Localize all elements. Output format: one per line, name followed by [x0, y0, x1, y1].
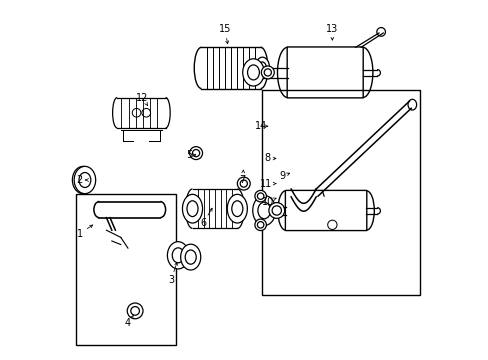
Ellipse shape [254, 190, 266, 202]
Ellipse shape [268, 203, 284, 219]
Ellipse shape [182, 194, 202, 223]
Text: 6: 6 [200, 218, 206, 228]
Ellipse shape [74, 166, 96, 194]
Ellipse shape [127, 303, 142, 319]
Text: 9: 9 [279, 171, 285, 181]
Text: 11: 11 [259, 179, 272, 189]
Ellipse shape [261, 66, 274, 79]
Ellipse shape [189, 147, 202, 159]
Text: 15: 15 [218, 24, 230, 35]
Ellipse shape [180, 244, 201, 270]
Text: 14: 14 [254, 121, 266, 131]
Text: 13: 13 [325, 24, 338, 35]
Text: 10: 10 [261, 197, 273, 207]
Text: 7: 7 [239, 175, 245, 185]
Text: 1: 1 [76, 229, 82, 239]
Ellipse shape [255, 57, 269, 79]
Ellipse shape [227, 194, 247, 223]
Text: 5: 5 [185, 150, 192, 160]
Ellipse shape [252, 195, 275, 226]
Text: 3: 3 [167, 275, 174, 285]
Text: 4: 4 [124, 319, 131, 328]
Text: 8: 8 [264, 153, 270, 163]
Ellipse shape [254, 219, 266, 230]
Text: 2: 2 [76, 175, 82, 185]
Ellipse shape [167, 242, 188, 269]
Text: 12: 12 [136, 93, 148, 103]
Ellipse shape [72, 166, 94, 194]
Ellipse shape [237, 177, 250, 190]
Ellipse shape [242, 59, 264, 86]
